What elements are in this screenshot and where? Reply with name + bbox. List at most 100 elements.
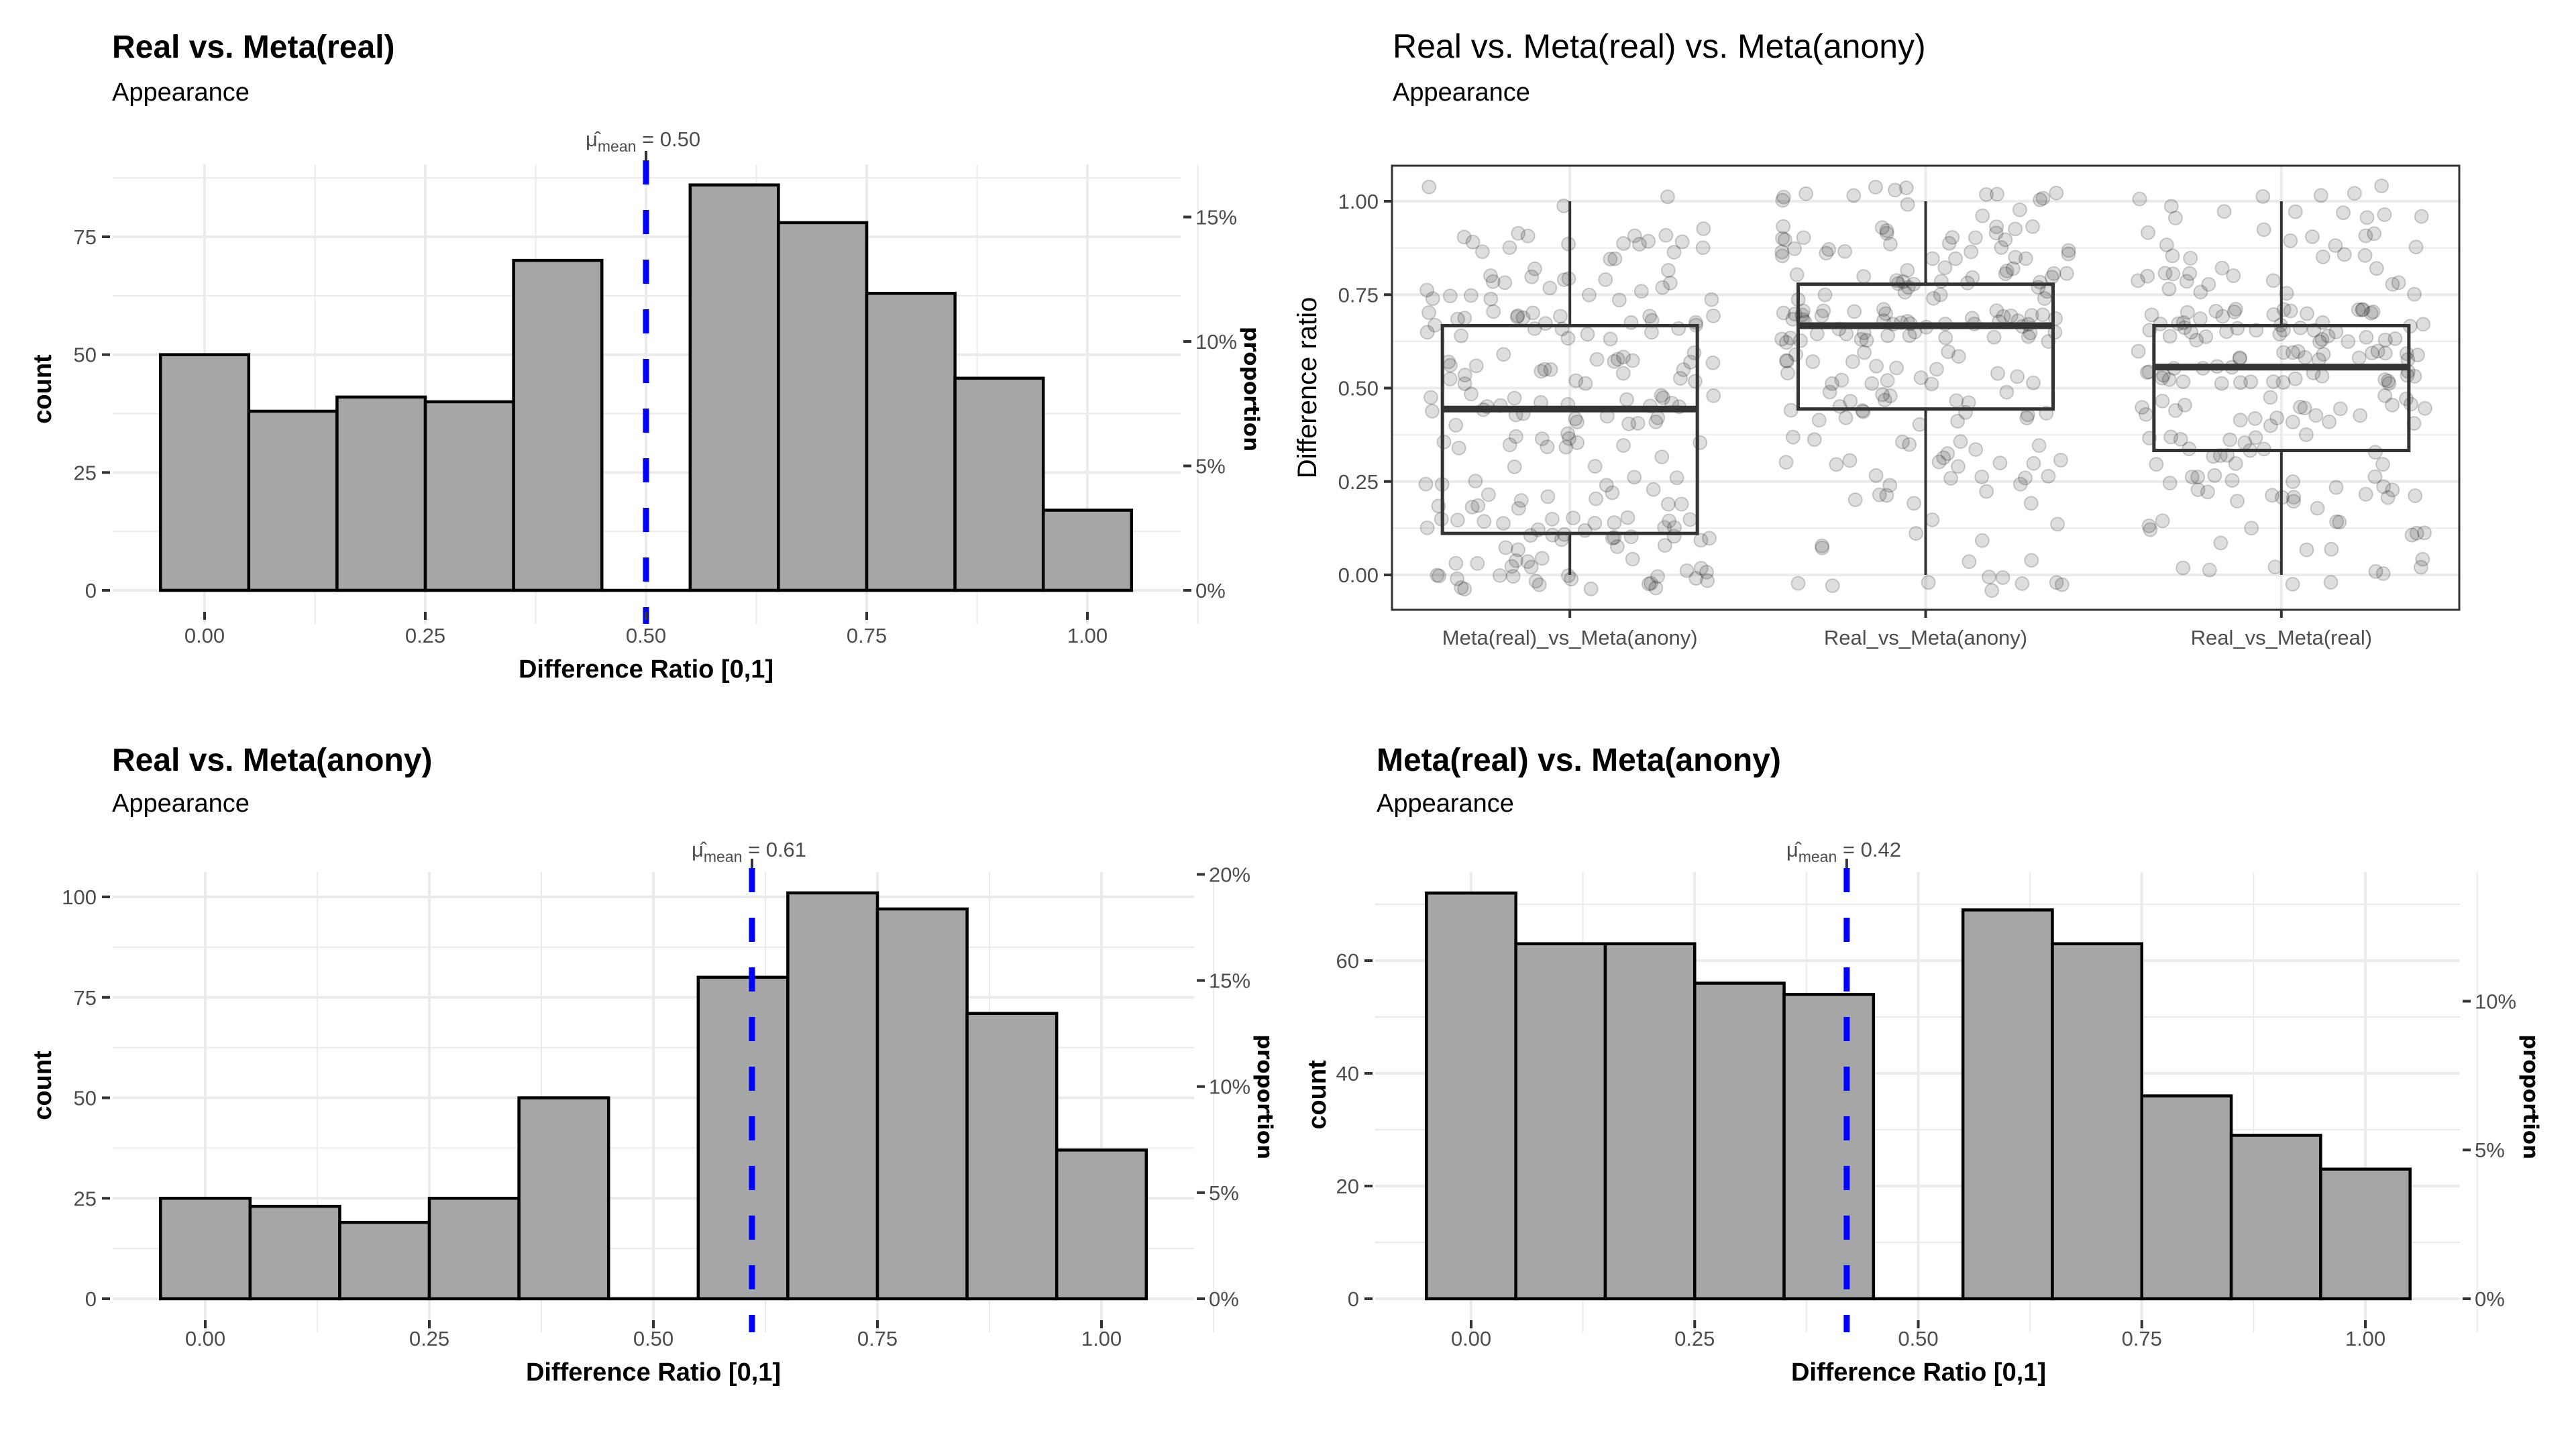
jitter-point: [2179, 274, 2194, 289]
histogram-bar: [247, 409, 339, 592]
jitter-point: [1995, 570, 2010, 585]
jitter-point: [2233, 413, 2248, 428]
jitter-point: [1524, 269, 1540, 284]
jitter-point: [2288, 371, 2303, 386]
jitter-point: [2276, 302, 2292, 317]
jitter-point: [2351, 302, 2366, 317]
jitter-point: [1846, 188, 1862, 203]
jitter-point: [1587, 515, 1603, 531]
jitter-point: [2162, 476, 2178, 491]
x-tick-label: 0.00: [185, 1327, 225, 1350]
jitter-point: [1783, 402, 1799, 418]
jitter-point: [1814, 308, 1829, 323]
jitter-point: [1662, 513, 1677, 529]
jitter-point: [1937, 260, 1953, 275]
jitter-point: [1498, 540, 1513, 555]
histogram-real-vs-meta-anony: Real vs. Meta(anony) Appearance μ̂mean =…: [29, 743, 1277, 1387]
jitter-point: [2298, 350, 2313, 365]
jitter-point: [1660, 263, 1676, 278]
jitter-point: [1868, 179, 1883, 195]
histogram-bar: [1055, 1148, 1148, 1301]
jitter-point: [2005, 261, 2021, 276]
jitter-point: [1817, 287, 1833, 303]
jitter-point: [1962, 554, 1977, 570]
jitter-point: [1578, 376, 1593, 391]
jitter-point: [1419, 325, 1435, 340]
jitter-point: [2189, 332, 2204, 347]
jitter-point: [1816, 303, 1831, 319]
jitter-point: [1988, 225, 2004, 241]
jitter-point: [2324, 541, 2339, 557]
jitter-point: [2367, 469, 2383, 484]
jitter-point: [1470, 555, 1485, 571]
jitter-point: [2381, 376, 2397, 391]
jitter-point: [1450, 571, 1465, 586]
jitter-point: [1534, 551, 1550, 566]
x-tick-label: 0.00: [1451, 1327, 1491, 1350]
jitter-point: [2163, 199, 2179, 214]
jitter-point: [1660, 496, 1676, 512]
x-tick-label: 0.00: [184, 624, 225, 647]
jitter-point: [2275, 374, 2291, 390]
jitter-point: [2359, 210, 2375, 225]
jitter-point: [2135, 400, 2150, 415]
y-tick-label: 0: [85, 1287, 97, 1311]
jitter-point: [1779, 354, 1794, 369]
jitter-point: [1543, 362, 1558, 377]
jitter-point: [2283, 303, 2298, 319]
x-tick-label: 0.50: [626, 624, 666, 647]
jitter-point: [1965, 270, 1980, 285]
jitter-point: [2403, 396, 2418, 412]
jitter-point: [1532, 577, 1547, 592]
jitter-point: [2355, 302, 2370, 317]
jitter-point: [1950, 459, 1966, 474]
jitter-point: [1679, 563, 1695, 578]
y2-tick-label: 5%: [2475, 1138, 2505, 1162]
x-tick-label: Real_vs_Meta(anony): [1824, 626, 2027, 649]
jitter-point: [1558, 439, 1574, 455]
y-tick-label: 0.50: [1338, 377, 1379, 400]
jitter-point: [1468, 474, 1483, 489]
jitter-point: [1699, 564, 1714, 580]
jitter-point: [1511, 500, 1526, 516]
y-tick-label: 25: [74, 1187, 97, 1210]
jitter-point: [1669, 470, 1684, 486]
jitter-point: [1464, 499, 1480, 515]
jitter-point: [1702, 531, 1717, 546]
jitter-point: [1542, 280, 1558, 296]
jitter-point: [1657, 538, 1672, 553]
jitter-point: [2161, 281, 2177, 297]
y2-tick-label: 0%: [1195, 579, 1226, 602]
jitter-point: [2233, 375, 2248, 390]
jitter-point: [1805, 354, 1821, 370]
histogram-bar: [777, 221, 869, 592]
jitter-point: [2358, 486, 2373, 502]
jitter-point: [1627, 228, 1642, 244]
jitter-point: [1660, 189, 1675, 205]
jitter-point: [1457, 368, 1472, 383]
jitter-point: [1875, 387, 1890, 402]
y2-tick-label: 5%: [1209, 1181, 1239, 1205]
jitter-point: [1451, 440, 1466, 455]
jitter-point: [1537, 362, 1552, 377]
jitter-point: [2226, 304, 2242, 319]
jitter-point: [2353, 408, 2368, 423]
jitter-point: [1544, 511, 1560, 527]
jitter-point: [2012, 202, 2027, 217]
jitter-point: [2269, 410, 2285, 425]
jitter-point: [2049, 185, 2064, 201]
jitter-point: [2377, 372, 2393, 387]
jitter-point: [1430, 568, 1445, 583]
histogram-bar: [1782, 993, 1876, 1301]
jitter-point: [1822, 384, 1837, 400]
jitter-point: [2190, 482, 2206, 498]
jitter-point: [1789, 267, 1805, 282]
jitter-point: [2377, 207, 2392, 223]
histogram-bar: [248, 1204, 341, 1301]
jitter-point: [1674, 234, 1690, 250]
jitter-point: [1468, 358, 1484, 374]
x-axis-title: Difference Ratio [0,1]: [519, 655, 773, 684]
jitter-point: [2285, 415, 2300, 430]
jitter-point: [2385, 482, 2400, 498]
mean-label: μ̂mean = 0.42: [1786, 838, 1901, 865]
